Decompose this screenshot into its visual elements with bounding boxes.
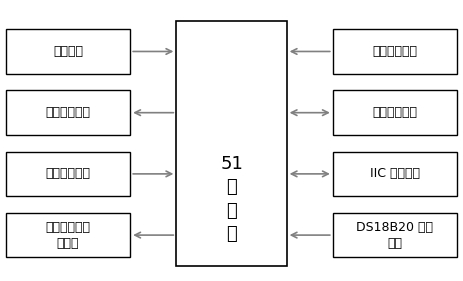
FancyBboxPatch shape — [333, 152, 457, 196]
Text: 最小系统: 最小系统 — [53, 45, 83, 58]
FancyBboxPatch shape — [6, 152, 130, 196]
FancyBboxPatch shape — [6, 29, 130, 74]
FancyBboxPatch shape — [333, 213, 457, 257]
Text: DS18B20 测温
模块: DS18B20 测温 模块 — [357, 221, 433, 250]
Text: 继电器输出控
制模块: 继电器输出控 制模块 — [46, 221, 91, 250]
FancyBboxPatch shape — [176, 21, 287, 266]
FancyBboxPatch shape — [6, 90, 130, 135]
Text: 数码管显示模: 数码管显示模 — [46, 106, 91, 119]
FancyBboxPatch shape — [333, 29, 457, 74]
FancyBboxPatch shape — [6, 213, 130, 257]
FancyBboxPatch shape — [333, 90, 457, 135]
Text: 蜂鸣器报警模: 蜂鸣器报警模 — [372, 106, 417, 119]
Text: 供电开关模块: 供电开关模块 — [372, 45, 417, 58]
Text: 独立按键模块: 独立按键模块 — [46, 167, 91, 180]
Text: 51
单
片
机: 51 单 片 机 — [220, 155, 243, 243]
Text: IIC 存储模块: IIC 存储模块 — [370, 167, 420, 180]
